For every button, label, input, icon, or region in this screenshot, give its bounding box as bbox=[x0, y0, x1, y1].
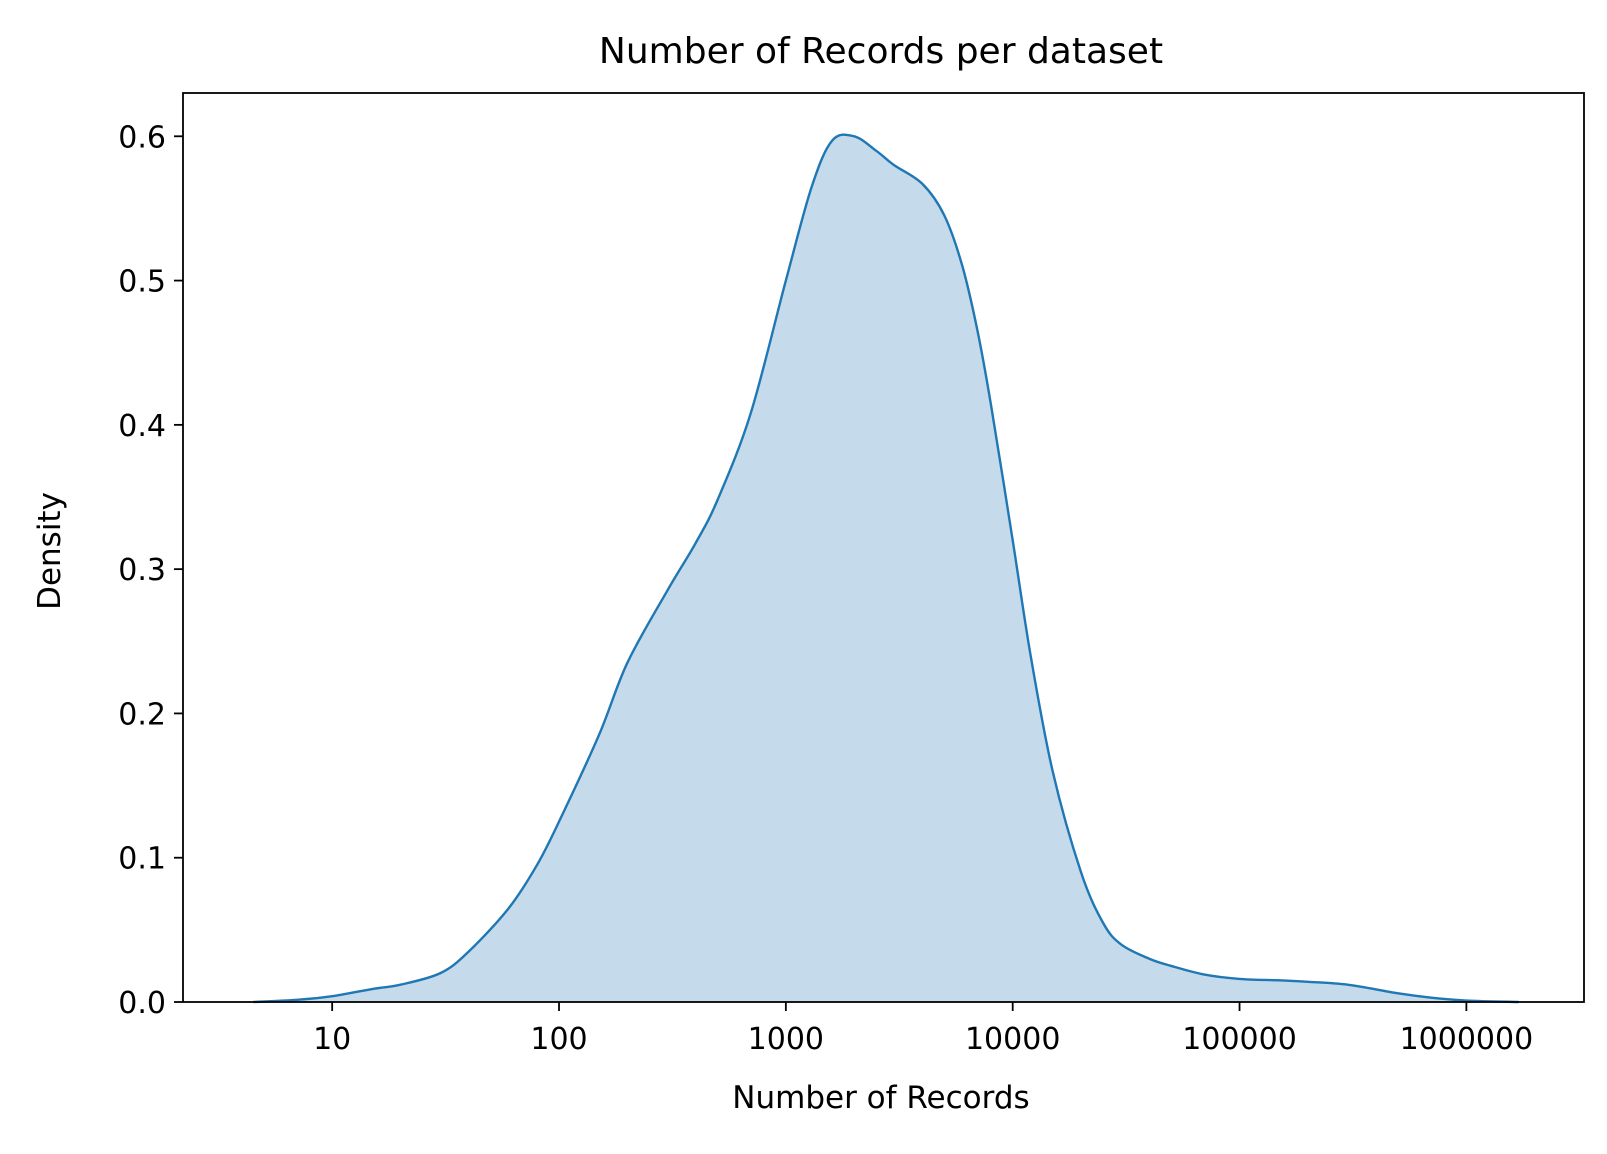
x-tick-label: 100 bbox=[530, 1022, 587, 1057]
y-axis-label: Density bbox=[32, 492, 68, 610]
density-area-fill bbox=[253, 134, 1519, 1002]
x-tick-label: 10 bbox=[313, 1022, 351, 1057]
chart-title: Number of Records per dataset bbox=[599, 31, 1163, 72]
y-tick-label: 0.3 bbox=[118, 553, 166, 588]
y-tick-label: 0.4 bbox=[118, 409, 166, 444]
x-tick-label: 1000 bbox=[748, 1022, 824, 1057]
x-axis-ticks: 10 100 1000 10000 100000 1000000 bbox=[313, 1002, 1533, 1057]
y-tick-label: 0.5 bbox=[118, 265, 166, 300]
y-tick-label: 0.1 bbox=[118, 842, 166, 877]
y-axis-ticks: 0.0 0.1 0.2 0.3 0.4 0.5 0.6 bbox=[118, 120, 183, 1021]
y-tick-label: 0.0 bbox=[118, 986, 166, 1021]
x-axis-label: Number of Records bbox=[732, 1080, 1029, 1116]
y-tick-label: 0.2 bbox=[118, 697, 166, 732]
y-tick-label: 0.6 bbox=[118, 120, 166, 155]
x-tick-label: 100000 bbox=[1182, 1022, 1297, 1057]
density-curve bbox=[253, 133, 1519, 1004]
x-tick-label: 10000 bbox=[965, 1022, 1060, 1057]
x-tick-label: 1000000 bbox=[1400, 1022, 1534, 1057]
plot-frame bbox=[182, 92, 1585, 1003]
